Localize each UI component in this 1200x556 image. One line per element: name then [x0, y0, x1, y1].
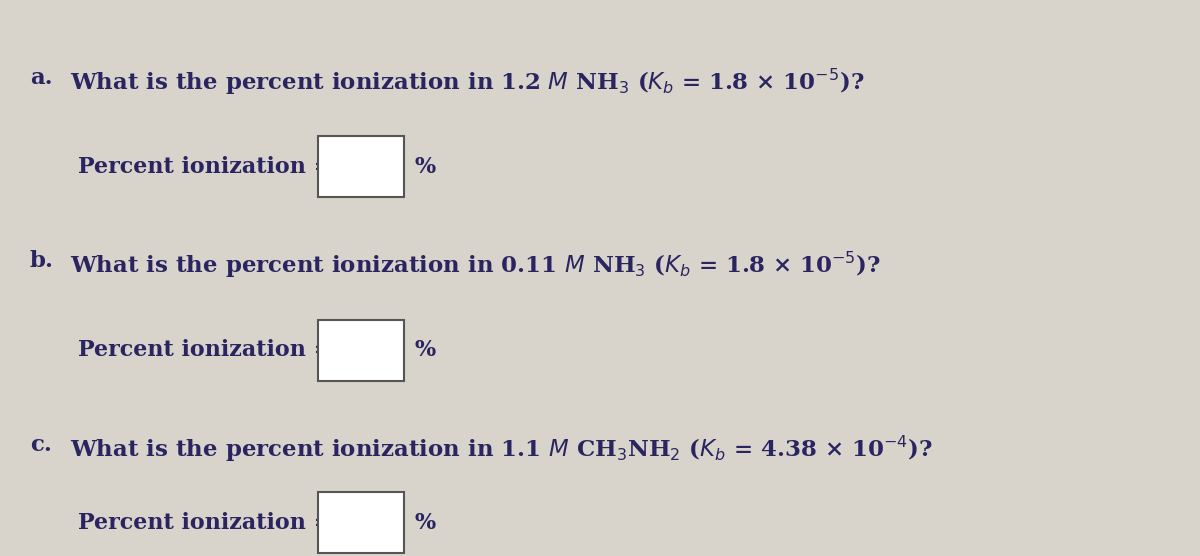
Text: Percent ionization =: Percent ionization = [78, 339, 332, 361]
Text: %: % [414, 156, 436, 178]
Text: %: % [414, 339, 436, 361]
Text: %: % [414, 512, 436, 534]
FancyBboxPatch shape [318, 136, 404, 197]
Text: Percent ionization =: Percent ionization = [78, 512, 332, 534]
Text: a.: a. [30, 67, 53, 89]
FancyBboxPatch shape [318, 320, 404, 381]
Text: Percent ionization =: Percent ionization = [78, 156, 332, 178]
Text: What is the percent ionization in 0.11 $\mathit{M}$ NH$_3$ ($K_b$ = 1.8 × 10$^{-: What is the percent ionization in 0.11 $… [70, 250, 881, 280]
Text: What is the percent ionization in 1.1 $\mathit{M}$ CH$_3$NH$_2$ ($K_b$ = 4.38 × : What is the percent ionization in 1.1 $\… [70, 434, 932, 464]
Text: b.: b. [30, 250, 54, 272]
Text: What is the percent ionization in 1.2 $\mathit{M}$ NH$_3$ ($K_b$ = 1.8 × 10$^{-5: What is the percent ionization in 1.2 $\… [70, 67, 864, 97]
Text: c.: c. [30, 434, 52, 456]
FancyBboxPatch shape [318, 492, 404, 553]
